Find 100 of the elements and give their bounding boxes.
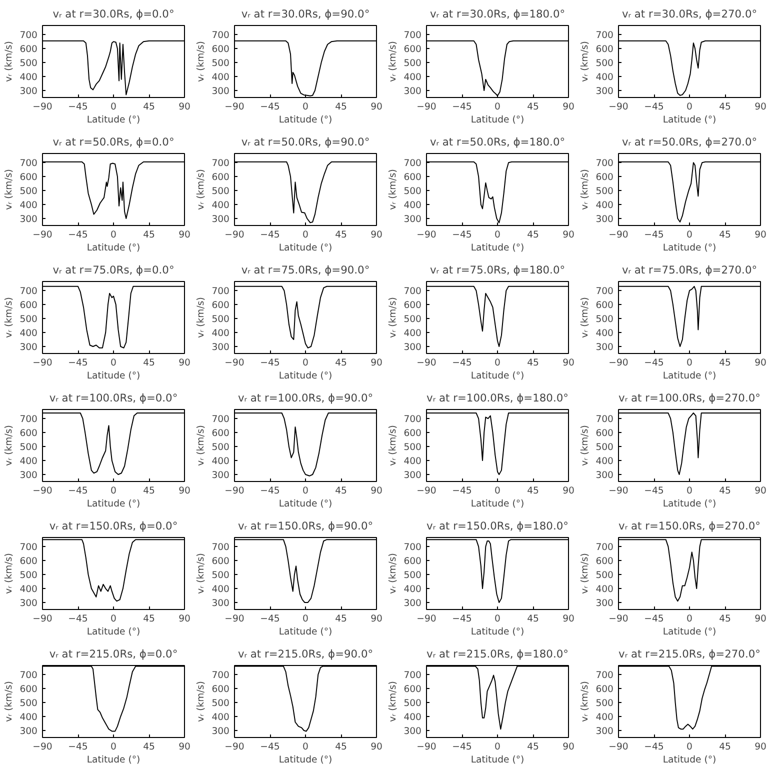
x-tick-label: −90	[32, 358, 52, 368]
x-tick-label: 0	[494, 102, 501, 112]
x-tick-label: 90	[562, 102, 574, 112]
y-tick-label: 500	[404, 698, 422, 710]
y-tick-label: 300	[212, 598, 230, 610]
x-tick-label: 45	[527, 742, 539, 752]
y-tick-label: 300	[404, 470, 422, 482]
x-tick-label: 90	[370, 358, 382, 368]
x-tick-label: 0	[494, 614, 501, 624]
y-axis-title: vᵣ (km/s)	[4, 297, 15, 338]
x-tick-label: −45	[452, 102, 472, 112]
x-tick-label: −90	[224, 230, 244, 240]
x-tick-label: 0	[686, 486, 693, 496]
y-tick-label: 500	[212, 186, 230, 198]
x-tick-label: 45	[335, 614, 347, 624]
x-tick-label: 45	[527, 358, 539, 368]
y-tick-label: 700	[212, 414, 230, 426]
x-tick-label: 0	[302, 102, 309, 112]
y-tick-label: 600	[20, 684, 38, 696]
x-tick-label: 45	[719, 614, 731, 624]
y-tick-label: 300	[596, 342, 614, 354]
y-tick-label: 300	[404, 726, 422, 738]
x-tick-label: 90	[754, 614, 766, 624]
y-tick-label: 600	[404, 684, 422, 696]
x-tick-label: 90	[754, 230, 766, 240]
y-tick-label: 300	[404, 598, 422, 610]
y-tick-label: 700	[596, 414, 614, 426]
y-axis-title: vᵣ (km/s)	[388, 681, 399, 722]
x-tick-label: 0	[686, 358, 693, 368]
chart-title: vᵣ at r=75.0Rs, ϕ=270.0°	[622, 264, 758, 276]
y-tick-label: 400	[404, 584, 422, 596]
y-tick-label: 300	[212, 726, 230, 738]
x-tick-label: 0	[302, 230, 309, 240]
y-tick-label: 700	[404, 286, 422, 298]
y-tick-label: 500	[20, 58, 38, 70]
x-tick-label: −45	[68, 742, 88, 752]
x-tick-label: 0	[494, 486, 501, 496]
y-tick-label: 700	[212, 670, 230, 682]
y-tick-label: 400	[404, 712, 422, 724]
x-axis-title: Latitude (°)	[278, 754, 332, 766]
y-axis-title: vᵣ (km/s)	[580, 297, 591, 338]
chart-title: vᵣ at r=50.0Rs, ϕ=90.0°	[241, 136, 370, 148]
y-tick-label: 300	[20, 598, 38, 610]
x-tick-label: −90	[416, 358, 436, 368]
y-tick-label: 600	[212, 172, 230, 184]
x-tick-label: −90	[224, 102, 244, 112]
x-tick-label: −90	[224, 614, 244, 624]
x-tick-label: 45	[527, 102, 539, 112]
x-tick-label: 90	[754, 742, 766, 752]
chart-title: vᵣ at r=30.0Rs, ϕ=180.0°	[430, 8, 566, 20]
x-axis-title: Latitude (°)	[278, 370, 332, 382]
y-axis-title: vᵣ (km/s)	[580, 169, 591, 210]
x-tick-label: 0	[302, 614, 309, 624]
x-tick-label: 90	[754, 358, 766, 368]
x-axis-title: Latitude (°)	[86, 498, 140, 510]
x-tick-label: 0	[686, 742, 693, 752]
x-tick-label: 90	[754, 486, 766, 496]
x-tick-label: 45	[719, 358, 731, 368]
y-tick-label: 600	[20, 172, 38, 184]
y-tick-label: 500	[596, 698, 614, 710]
x-tick-label: 90	[754, 102, 766, 112]
y-tick-label: 500	[212, 698, 230, 710]
x-tick-label: −90	[32, 230, 52, 240]
x-tick-label: 90	[562, 742, 574, 752]
y-tick-label: 500	[20, 698, 38, 710]
chart-title: vᵣ at r=215.0Rs, ϕ=270.0°	[618, 648, 760, 660]
chart-title: vᵣ at r=150.0Rs, ϕ=270.0°	[618, 520, 760, 532]
x-tick-label: −45	[260, 230, 280, 240]
y-axis-title: vᵣ (km/s)	[196, 41, 207, 82]
y-tick-label: 500	[596, 314, 614, 326]
x-tick-label: −45	[644, 742, 664, 752]
x-axis-title: Latitude (°)	[662, 242, 716, 254]
y-tick-label: 500	[212, 314, 230, 326]
x-tick-label: −45	[68, 358, 88, 368]
chart-title: vᵣ at r=150.0Rs, ϕ=0.0°	[49, 520, 178, 532]
x-tick-label: 45	[143, 614, 155, 624]
x-axis-title: Latitude (°)	[86, 370, 140, 382]
y-tick-label: 700	[404, 542, 422, 554]
y-tick-label: 700	[404, 414, 422, 426]
y-axis-title: vᵣ (km/s)	[4, 553, 15, 594]
x-tick-label: 0	[494, 742, 501, 752]
x-tick-label: −90	[224, 742, 244, 752]
chart-title: vᵣ at r=150.0Rs, ϕ=180.0°	[426, 520, 568, 532]
x-tick-label: 90	[178, 742, 190, 752]
x-tick-label: −90	[32, 486, 52, 496]
y-tick-label: 700	[596, 286, 614, 298]
y-tick-label: 600	[212, 300, 230, 312]
x-tick-label: −45	[260, 102, 280, 112]
x-tick-label: 45	[719, 486, 731, 496]
y-tick-label: 400	[404, 72, 422, 84]
x-axis-title: Latitude (°)	[470, 754, 524, 766]
y-tick-label: 600	[596, 556, 614, 568]
y-tick-label: 300	[596, 470, 614, 482]
y-tick-label: 500	[20, 442, 38, 454]
x-axis-title: Latitude (°)	[470, 114, 524, 126]
y-tick-label: 300	[404, 214, 422, 226]
chart-title: vᵣ at r=215.0Rs, ϕ=180.0°	[426, 648, 568, 660]
y-tick-label: 700	[212, 158, 230, 170]
y-tick-label: 500	[404, 570, 422, 582]
x-tick-label: 45	[143, 230, 155, 240]
